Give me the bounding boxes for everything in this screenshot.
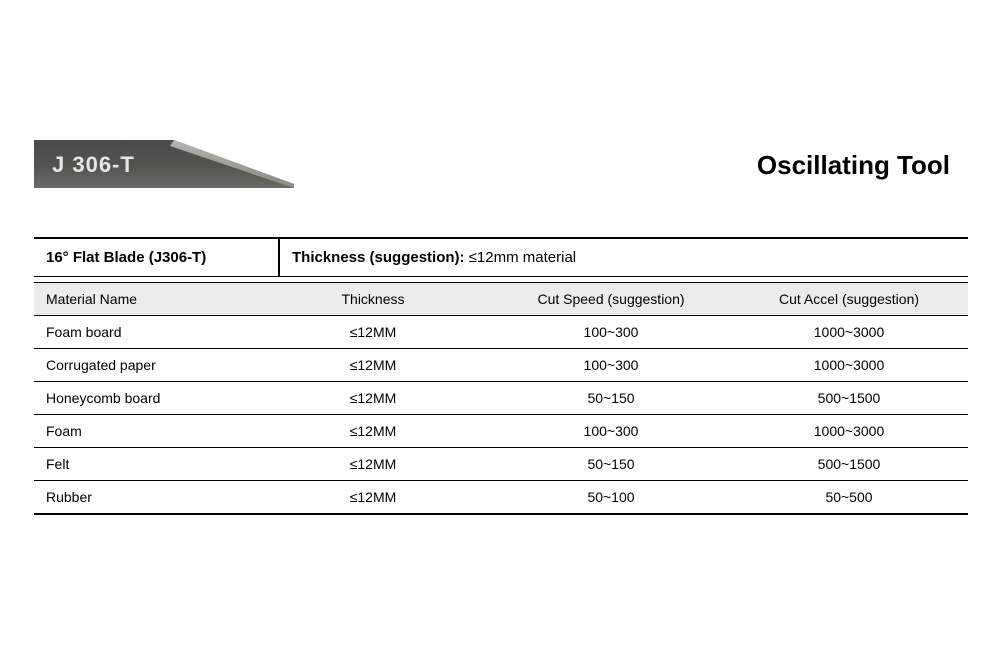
cell-material: Felt bbox=[34, 448, 254, 481]
page: J 306-T Oscillating Tool 16° Flat Blade … bbox=[0, 0, 1000, 667]
cell-speed: 50~150 bbox=[492, 448, 730, 481]
blade-image: J 306-T bbox=[34, 140, 294, 188]
table-row: Felt ≤12MM 50~150 500~1500 bbox=[34, 448, 968, 481]
thickness-suggestion: Thickness (suggestion): ≤12mm material bbox=[280, 239, 968, 276]
table-body: Foam board ≤12MM 100~300 1000~3000 Corru… bbox=[34, 316, 968, 515]
thickness-label: Thickness (suggestion): bbox=[292, 249, 465, 266]
thickness-value: ≤12mm material bbox=[469, 249, 576, 266]
cell-thickness: ≤12MM bbox=[254, 316, 492, 349]
cell-speed: 100~300 bbox=[492, 349, 730, 382]
cell-material: Foam board bbox=[34, 316, 254, 349]
page-title: Oscillating Tool bbox=[757, 150, 950, 181]
cell-thickness: ≤12MM bbox=[254, 481, 492, 515]
cell-accel: 1000~3000 bbox=[730, 349, 968, 382]
cell-accel: 500~1500 bbox=[730, 448, 968, 481]
blade-engraving-text: J 306-T bbox=[52, 152, 135, 177]
cell-thickness: ≤12MM bbox=[254, 415, 492, 448]
table-row: Corrugated paper ≤12MM 100~300 1000~3000 bbox=[34, 349, 968, 382]
cell-thickness: ≤12MM bbox=[254, 382, 492, 415]
table-row: Foam ≤12MM 100~300 1000~3000 bbox=[34, 415, 968, 448]
cell-accel: 50~500 bbox=[730, 481, 968, 515]
col-cut-accel: Cut Accel (suggestion) bbox=[730, 283, 968, 316]
cell-speed: 50~100 bbox=[492, 481, 730, 515]
cell-thickness: ≤12MM bbox=[254, 349, 492, 382]
cell-accel: 1000~3000 bbox=[730, 316, 968, 349]
blade-name: 16° Flat Blade (J306-T) bbox=[34, 239, 280, 276]
cell-material: Foam bbox=[34, 415, 254, 448]
cell-speed: 50~150 bbox=[492, 382, 730, 415]
col-thickness: Thickness bbox=[254, 283, 492, 316]
table-row: Rubber ≤12MM 50~100 50~500 bbox=[34, 481, 968, 515]
materials-table: Material Name Thickness Cut Speed (sugge… bbox=[34, 282, 968, 515]
spec-header-strip: 16° Flat Blade (J306-T) Thickness (sugge… bbox=[34, 237, 968, 277]
cell-accel: 500~1500 bbox=[730, 382, 968, 415]
cell-speed: 100~300 bbox=[492, 316, 730, 349]
table-row: Foam board ≤12MM 100~300 1000~3000 bbox=[34, 316, 968, 349]
cell-thickness: ≤12MM bbox=[254, 448, 492, 481]
cell-accel: 1000~3000 bbox=[730, 415, 968, 448]
col-cut-speed: Cut Speed (suggestion) bbox=[492, 283, 730, 316]
cell-material: Honeycomb board bbox=[34, 382, 254, 415]
table-head: Material Name Thickness Cut Speed (sugge… bbox=[34, 283, 968, 316]
cell-material: Corrugated paper bbox=[34, 349, 254, 382]
cell-material: Rubber bbox=[34, 481, 254, 515]
table-row: Honeycomb board ≤12MM 50~150 500~1500 bbox=[34, 382, 968, 415]
col-material-name: Material Name bbox=[34, 283, 254, 316]
cell-speed: 100~300 bbox=[492, 415, 730, 448]
table-header-row: Material Name Thickness Cut Speed (sugge… bbox=[34, 283, 968, 316]
